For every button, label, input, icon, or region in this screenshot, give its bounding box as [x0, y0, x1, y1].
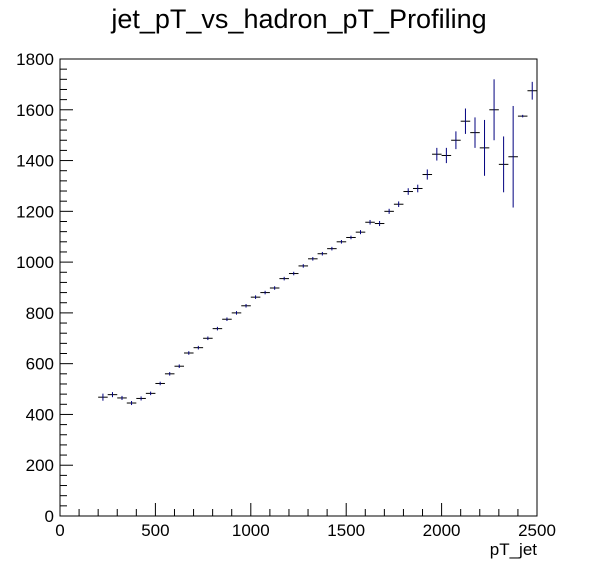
x-tick-label: 1000: [232, 521, 270, 540]
data-point: [384, 208, 394, 214]
x-tick-label: 0: [55, 521, 64, 540]
data-point: [107, 392, 118, 398]
data-point: [136, 396, 146, 401]
data-point: [451, 131, 461, 150]
data-point: [222, 317, 232, 322]
x-axis-title: pT_jet: [490, 540, 538, 559]
data-point: [317, 251, 328, 256]
data-point: [241, 304, 251, 308]
data-point: [164, 372, 175, 376]
data-point: [298, 264, 309, 268]
x-tick-label: 1500: [327, 521, 365, 540]
data-point: [470, 117, 480, 148]
data-point: [203, 336, 213, 341]
data-point: [489, 79, 499, 141]
data-point: [145, 391, 156, 396]
data-point: [422, 169, 433, 180]
y-tick-label: 0: [45, 507, 54, 526]
data-point: [260, 290, 270, 295]
data-point: [336, 240, 347, 244]
data-point: [155, 381, 165, 386]
data-point: [250, 295, 261, 299]
data-point: [498, 136, 509, 193]
data-point: [346, 235, 356, 240]
y-tick-label: 1000: [16, 253, 54, 272]
data-point: [517, 114, 528, 118]
x-tick-label: 2000: [423, 521, 461, 540]
y-tick-label: 800: [26, 304, 54, 323]
data-point: [432, 147, 442, 161]
data-point: [441, 147, 452, 164]
data-point: [126, 400, 137, 406]
data-point: [365, 219, 375, 225]
data-point: [174, 364, 185, 368]
plot-frame: [59, 58, 538, 517]
data-point: [212, 326, 223, 331]
y-tick-label: 1200: [16, 202, 54, 221]
data-point: [308, 257, 318, 261]
y-tick-label: 600: [26, 355, 54, 374]
y-tick-label: 1800: [16, 50, 54, 69]
y-tick-label: 200: [26, 456, 54, 475]
data-point: [193, 345, 204, 350]
data-point: [355, 230, 366, 235]
y-tick-label: 400: [26, 405, 54, 424]
data-point: [288, 271, 299, 276]
data-point: [117, 395, 127, 400]
data-point: [508, 105, 518, 208]
data-point: [279, 276, 289, 281]
x-tick-label: 2500: [518, 521, 556, 540]
data-point: [479, 119, 490, 176]
chart-title: jet_pT_vs_hadron_pT_Profiling: [111, 4, 487, 34]
data-point: [231, 311, 242, 315]
y-tick-label: 1400: [16, 152, 54, 171]
y-tick-label: 1600: [16, 101, 54, 120]
x-tick-label: 500: [141, 521, 169, 540]
data-point: [98, 393, 108, 401]
data-point: [374, 220, 385, 227]
data-point: [403, 188, 413, 195]
data-point: [184, 351, 194, 355]
data-point: [460, 108, 471, 134]
data-point: [412, 184, 423, 193]
data-point: [269, 286, 280, 290]
data-point: [393, 201, 404, 208]
data-point: [527, 81, 537, 100]
data-point: [327, 246, 337, 251]
